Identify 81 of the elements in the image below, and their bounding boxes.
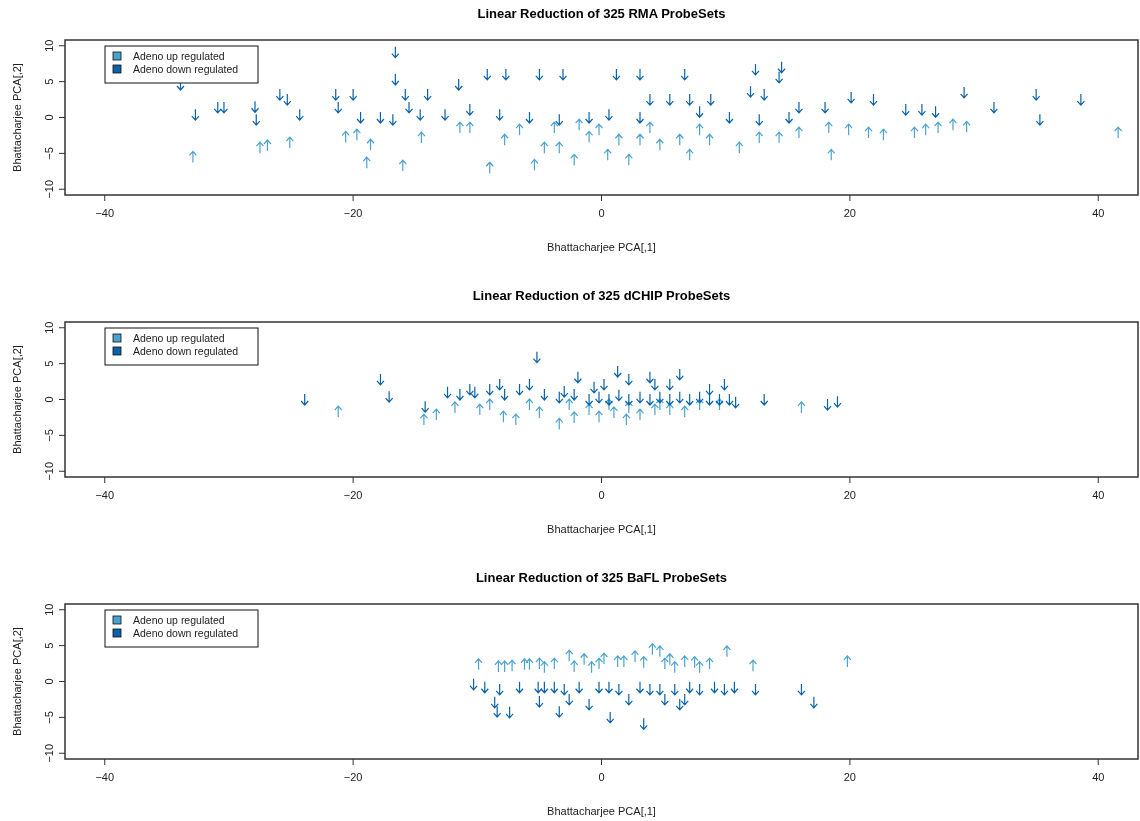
point [933, 121, 943, 134]
legend-label: Adeno up regulated [133, 614, 225, 626]
point [604, 398, 614, 411]
point [589, 381, 599, 394]
x-tick-label: −40 [95, 489, 115, 501]
x-tick-label: 20 [843, 207, 856, 219]
x-tick-label: 40 [1092, 771, 1105, 783]
point [450, 401, 460, 414]
legend-label: Adeno up regulated [133, 332, 225, 344]
x-tick-label: −20 [343, 489, 363, 501]
x-tick-label: −40 [95, 771, 115, 783]
chart-title: Linear Reduction of 325 BaFL ProbeSets [475, 570, 728, 585]
point [594, 123, 604, 136]
point [455, 388, 465, 401]
point [594, 410, 604, 423]
point [599, 378, 609, 391]
point [635, 133, 645, 146]
y-tick-label: 10 [43, 321, 55, 334]
point [455, 121, 465, 134]
x-tick-label: 20 [843, 771, 856, 783]
x-tick-label: 0 [598, 207, 605, 219]
point [774, 131, 784, 144]
point [507, 659, 517, 672]
x-axis-title: Bhattacharjee PCA[,1] [547, 241, 656, 253]
legend-label: Adeno down regulated [133, 627, 239, 639]
y-tick-label: −5 [43, 147, 55, 160]
point [594, 681, 604, 694]
point [794, 126, 804, 139]
y-axis-title: Bhattacharjee PCA[,2] [11, 63, 23, 172]
point [948, 118, 958, 131]
x-tick-label: 40 [1092, 207, 1105, 219]
point [419, 413, 429, 426]
chart-title: Linear Reduction of 325 RMA ProbeSets [477, 6, 726, 21]
y-tick-label: 5 [43, 360, 55, 367]
point [584, 698, 594, 711]
point [604, 393, 614, 406]
point [630, 650, 640, 663]
y-tick-label: 0 [43, 114, 55, 121]
point [645, 393, 655, 406]
legend-label: Adeno up regulated [133, 50, 225, 62]
point [604, 681, 614, 694]
point [722, 645, 732, 658]
y-tick-label: −5 [43, 429, 55, 442]
point [635, 391, 645, 404]
point [635, 408, 645, 421]
point [594, 391, 604, 404]
point [584, 393, 594, 406]
x-axis-title: Bhattacharjee PCA[,1] [547, 805, 656, 817]
x-axis-title: Bhattacharjee PCA[,1] [547, 523, 656, 535]
point [609, 406, 619, 419]
point [645, 121, 655, 134]
point [532, 351, 542, 364]
point [584, 130, 594, 143]
y-axis-title: Bhattacharjee PCA[,2] [11, 345, 23, 454]
x-tick-label: 0 [598, 489, 605, 501]
x-tick-label: −20 [343, 771, 363, 783]
chart-title: Linear Reduction of 325 dCHIP ProbeSets [472, 288, 731, 303]
y-tick-label: 0 [43, 396, 55, 403]
y-tick-label: 5 [43, 78, 55, 85]
y-tick-label: 10 [43, 603, 55, 616]
point [748, 659, 758, 672]
x-tick-label: −40 [95, 207, 115, 219]
x-tick-label: 0 [598, 771, 605, 783]
point [635, 681, 645, 694]
y-tick-label: −10 [43, 179, 55, 199]
y-tick-label: 10 [43, 39, 55, 52]
legend-label: Adeno down regulated [133, 63, 239, 75]
x-tick-label: 40 [1092, 489, 1105, 501]
point [255, 141, 265, 154]
point [188, 150, 198, 164]
legend-label: Adeno down regulated [133, 345, 239, 357]
y-tick-label: −10 [43, 743, 55, 763]
y-tick-label: −10 [43, 461, 55, 481]
x-tick-label: −20 [343, 207, 363, 219]
point [645, 683, 655, 696]
y-tick-label: 0 [43, 678, 55, 685]
x-tick-label: 20 [843, 489, 856, 501]
point [584, 403, 594, 416]
y-tick-label: −5 [43, 711, 55, 724]
y-axis-title: Bhattacharjee PCA[,2] [11, 627, 23, 736]
y-tick-label: 5 [43, 642, 55, 649]
